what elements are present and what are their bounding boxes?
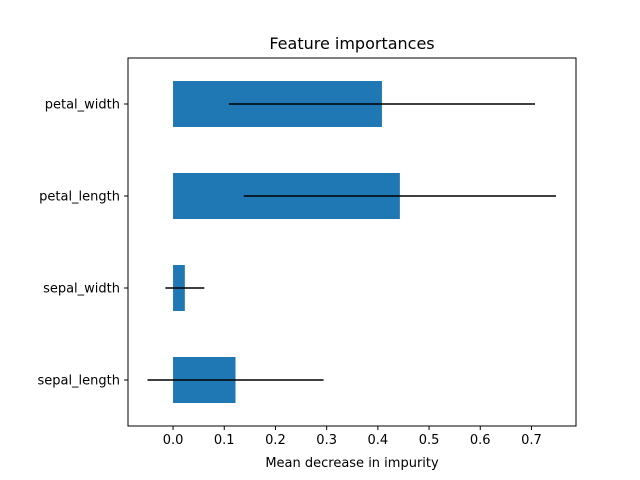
chart-title: Feature importances (269, 34, 434, 53)
plot-frame (127, 57, 577, 427)
x-tick-label: 0.1 (214, 433, 235, 448)
x-tick-label: 0.7 (521, 433, 542, 448)
x-tick-label: 0.3 (316, 433, 337, 448)
x-tick-label: 0.2 (265, 433, 286, 448)
x-tick-label: 0.5 (419, 433, 440, 448)
y-tick-label-petal_width: petal_width (45, 98, 120, 113)
y-tick-label-sepal_width: sepal_width (43, 282, 120, 297)
x-axis-label: Mean decrease in impurity (265, 456, 439, 471)
x-tick-label: 0.4 (368, 433, 389, 448)
x-tick-label: 0.6 (470, 433, 491, 448)
y-tick-label-petal_length: petal_length (39, 190, 120, 205)
x-tick-label: 0.0 (163, 433, 184, 448)
y-tick-label-sepal_length: sepal_length (37, 374, 120, 389)
